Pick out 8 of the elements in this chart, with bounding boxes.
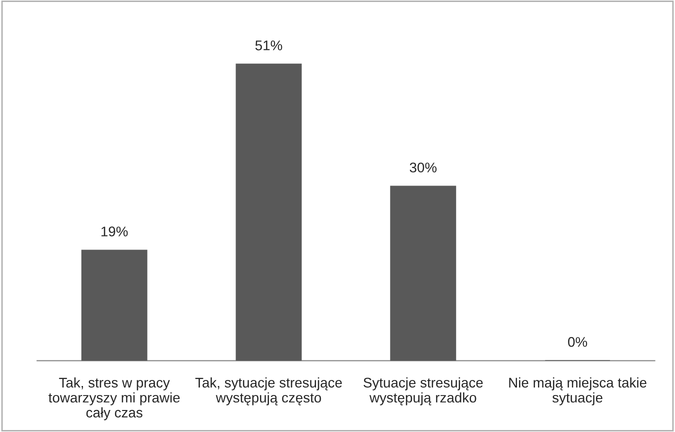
data-label: 30% xyxy=(410,162,437,172)
x-tick-label: Sytuacje stresujące występują rzadko xyxy=(364,377,483,406)
data-label: 0% xyxy=(568,337,588,347)
x-tick-label: Tak, sytuacje stresujące występują często xyxy=(195,377,342,406)
data-label: 51% xyxy=(255,40,282,50)
data-label: 19% xyxy=(101,226,128,236)
x-tick-label: Tak, stres w pracy towarzyszy mi prawie cały czas xyxy=(48,377,180,420)
x-tick-label: Nie mają miejsca takie sytuacje xyxy=(509,377,646,406)
